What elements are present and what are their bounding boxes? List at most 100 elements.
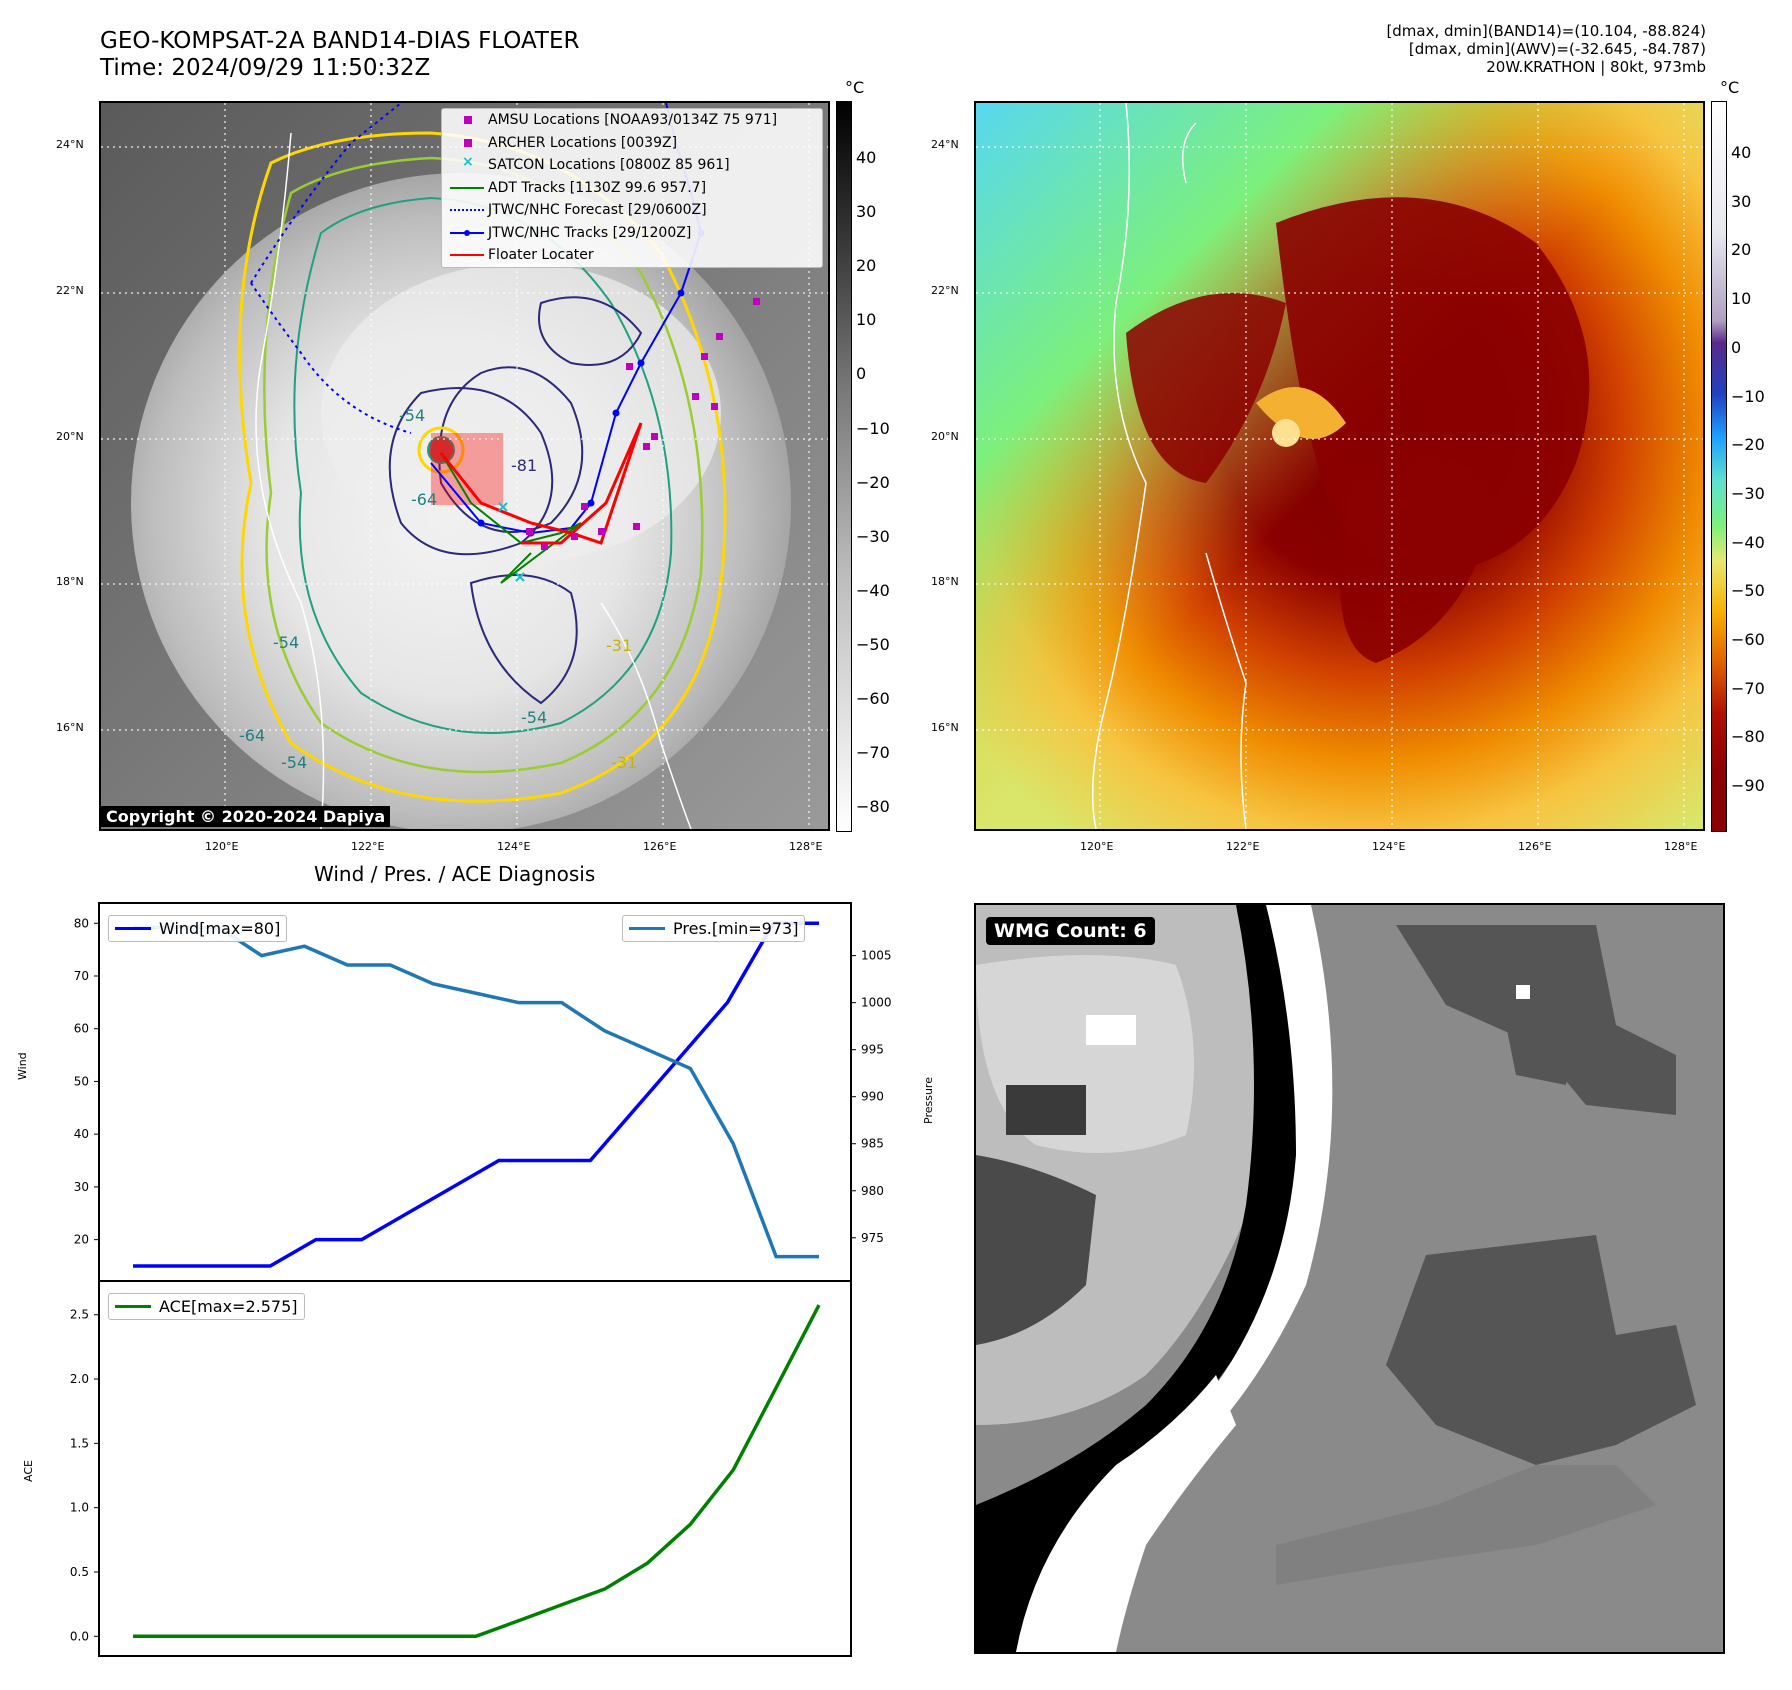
wind-line	[133, 921, 819, 1268]
lat-label: 16°N	[931, 721, 959, 734]
legend-label: Floater Locater	[488, 247, 594, 264]
contour-label: -54	[273, 633, 299, 652]
pressure-tick-label: 980	[861, 1184, 884, 1198]
contour-label: -54	[399, 406, 425, 425]
legend-label: SATCON Locations [0800Z 85 961]	[488, 157, 730, 174]
square-marker-icon	[448, 114, 488, 126]
line-icon	[115, 1305, 151, 1308]
ace-tick-label: 2.5	[70, 1308, 89, 1322]
ace-legend: ACE[max=2.575]	[108, 1293, 305, 1320]
dmax-band14: [dmax, dmin](BAND14)=(10.104, -88.824)	[1386, 22, 1706, 40]
legend-label: ADT Tracks [1130Z 99.6 957.7]	[488, 179, 707, 196]
lon-label: 122°E	[351, 840, 385, 853]
wind-tick-label: 80	[74, 916, 89, 930]
pressure-tick-label: 990	[861, 1090, 884, 1104]
ir-gray-map: -54 -64 -81 -31 -54 -64 -54 -31 -54	[99, 101, 830, 831]
ace-tick-label: 1.0	[70, 1501, 89, 1515]
legend-label: ARCHER Locations [0039Z]	[488, 134, 678, 151]
lat-label: 24°N	[931, 138, 959, 151]
colorbar-tick: 0	[1731, 337, 1742, 357]
square-marker-icon	[448, 137, 488, 149]
pressure-tick-label: 1000	[861, 996, 892, 1010]
x-marker-icon: ×	[462, 154, 474, 171]
legend-adt: ADT Tracks [1130Z 99.6 957.7]	[442, 177, 822, 200]
lon-label: 120°E	[205, 840, 239, 853]
lat-label: 20°N	[56, 430, 84, 443]
contour-label: -31	[606, 636, 632, 655]
line-icon	[448, 182, 488, 194]
colorbar-tick: 30	[856, 202, 877, 222]
lat-label: 22°N	[931, 284, 959, 297]
contour-label: -54	[521, 708, 547, 727]
colorbar-tick: −40	[1731, 532, 1765, 552]
lon-label: 120°E	[1080, 840, 1114, 853]
line-dot-icon	[448, 227, 488, 239]
diagnosis-chart: 20 30 40 50 60 70 80 975 980 985 990 995 1000 1005 0.…	[70, 902, 892, 1657]
copyright-badge: Copyright © 2020-2024 Dapiya	[101, 806, 391, 827]
lon-label: 126°E	[1518, 840, 1552, 853]
colorbar-tick: −70	[1731, 678, 1765, 698]
colorbar-tick: 10	[856, 310, 877, 330]
lon-label: 124°E	[497, 840, 531, 853]
colorbar-tick: −20	[1731, 435, 1765, 455]
colorbar-tick: −70	[856, 743, 890, 763]
legend-forecast: JTWC/NHC Forecast [29/0600Z]	[442, 199, 822, 222]
line-icon	[115, 927, 151, 930]
wind-tick-label: 40	[74, 1127, 89, 1141]
lat-label: 24°N	[56, 138, 84, 151]
wind-axes-frame	[98, 902, 852, 1282]
ir-color-map	[974, 101, 1705, 831]
lat-label: 20°N	[931, 430, 959, 443]
colorbar-tick: −60	[856, 689, 890, 708]
ace-line	[133, 1304, 821, 1639]
colorbar-tick: −60	[1731, 630, 1765, 649]
storm-info: 20W.KRATHON | 80kt, 973mb	[1486, 58, 1706, 76]
contour-label: -64	[411, 490, 437, 509]
colorbar-tick: 10	[1731, 289, 1752, 309]
ace-axes-frame	[98, 1280, 852, 1657]
legend-label: AMSU Locations [NOAA93/0134Z 75 971]	[488, 112, 778, 129]
contour-label: -54	[281, 753, 307, 772]
colorbar-tick: 0	[856, 364, 867, 384]
ace-axis-label: ACE	[22, 1460, 35, 1482]
legend-floater: Floater Locater	[442, 244, 822, 267]
line-icon	[629, 927, 665, 930]
contour-label: -31	[611, 753, 637, 772]
gray-colorbar	[836, 101, 852, 832]
colorbar-tick: 40	[1731, 143, 1752, 162]
colorbar-tick: −80	[1731, 727, 1765, 747]
colorbar-tick: −10	[856, 418, 890, 438]
pressure-tick-label: 975	[861, 1231, 884, 1245]
line-icon	[448, 249, 488, 261]
contour-label: -81	[511, 456, 537, 475]
lon-label: 128°E	[1664, 840, 1698, 853]
colorbar-tick: −30	[856, 526, 890, 546]
pressure-tick-label: 1005	[861, 949, 892, 963]
pressure-tick-label: 985	[861, 1137, 884, 1151]
colorbar-tick: −50	[856, 634, 890, 654]
colorbar-tick: −20	[856, 472, 890, 492]
colorbar-tick: −50	[1731, 581, 1765, 601]
map-legend: AMSU Locations [NOAA93/0134Z 75 971] ARC…	[441, 108, 823, 268]
dmax-awv: [dmax, dmin](AWV)=(-32.645, -84.787)	[1408, 40, 1706, 58]
wind-axis-label: Wind	[16, 1052, 29, 1080]
lat-label: 16°N	[56, 721, 84, 734]
color-colorbar	[1711, 101, 1727, 832]
colorbar-tick: −30	[1731, 483, 1765, 503]
wmg-panel: WMG Count: 6	[974, 903, 1725, 1654]
pressure-axis-label: Pressure	[922, 1077, 935, 1124]
diagnosis-title: Wind / Pres. / ACE Diagnosis	[314, 862, 596, 886]
wind-tick-label: 70	[74, 969, 89, 983]
legend-satcon: × SATCON Locations [0800Z 85 961]	[442, 154, 822, 177]
lon-label: 128°E	[789, 840, 823, 853]
legend-amsu: AMSU Locations [NOAA93/0134Z 75 971]	[442, 109, 822, 132]
colorbar-unit: °C	[1720, 78, 1740, 97]
pressure-legend: Pres.[min=973]	[622, 915, 806, 942]
lon-label: 124°E	[1372, 840, 1406, 853]
wind-tick-label: 20	[74, 1233, 89, 1247]
legend-archer: ARCHER Locations [0039Z]	[442, 132, 822, 155]
wind-tick-label: 30	[74, 1180, 89, 1194]
ace-tick-label: 2.0	[70, 1372, 89, 1386]
wind-tick-label: 60	[74, 1022, 89, 1036]
contour-label: -64	[239, 726, 265, 745]
